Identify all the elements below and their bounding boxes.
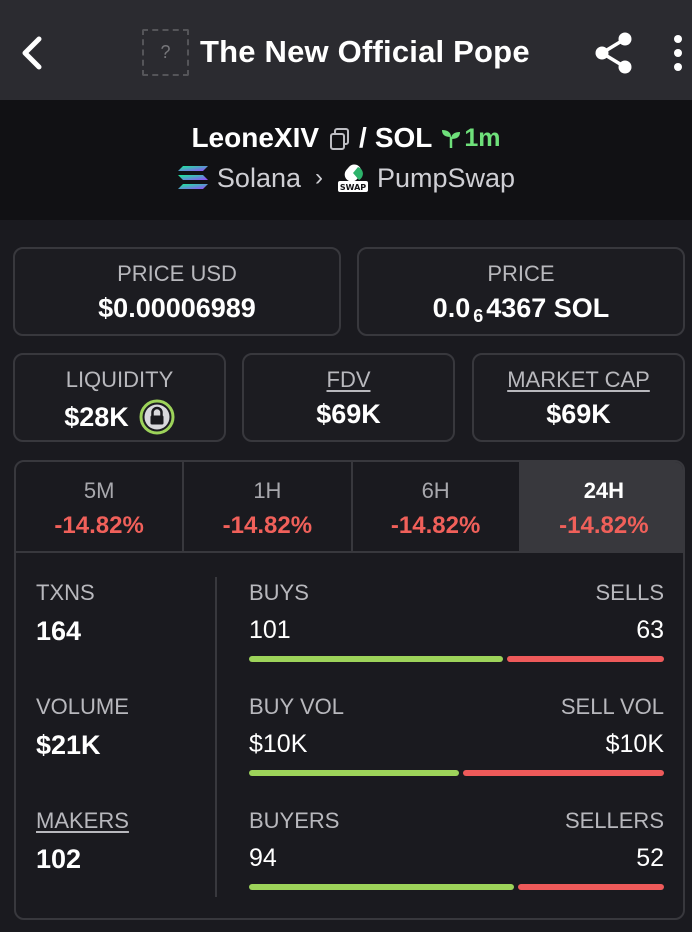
volume-label: VOLUME bbox=[36, 694, 129, 719]
ratio-bar bbox=[249, 770, 664, 776]
tab-label: 1H bbox=[253, 478, 282, 503]
top-bar: ? The New Official Pope bbox=[0, 0, 692, 100]
sell-bar bbox=[507, 656, 664, 662]
timeframe-tabs: 5M -14.82% 1H -14.82% 6H -14.82% 24H -14… bbox=[16, 462, 683, 553]
pair-base-symbol: LeoneXIV bbox=[191, 122, 320, 153]
sell-bar bbox=[518, 884, 664, 890]
pair-header: LeoneXIV / SOL 1m bbox=[0, 100, 692, 220]
liquidity-label: LIQUIDITY bbox=[65, 367, 174, 392]
buyers-sellers-ratio: BUYERS SELLERS 94 52 bbox=[249, 808, 664, 918]
lock-icon[interactable] bbox=[139, 399, 175, 435]
tab-label: 24H bbox=[583, 478, 625, 503]
sprout-icon bbox=[442, 130, 461, 148]
more-button[interactable] bbox=[666, 34, 690, 74]
pair-row: LeoneXIV / SOL 1m bbox=[0, 118, 692, 158]
buy-vol-label: BUY VOL bbox=[249, 694, 344, 719]
sell-vol-value: $10K bbox=[605, 730, 664, 758]
price-native-value: 0.0 6 4367 SOL bbox=[432, 293, 610, 326]
ratio-bar bbox=[249, 656, 664, 662]
sellers-value: 52 bbox=[636, 844, 664, 872]
buyers-value: 94 bbox=[249, 844, 277, 872]
chevron-right-icon: › bbox=[315, 164, 323, 191]
tab-label: 6H bbox=[421, 478, 450, 503]
sell-vol-label: SELL VOL bbox=[560, 694, 664, 719]
liquidity-card: LIQUIDITY $28K bbox=[13, 353, 226, 442]
tab-6h[interactable]: 6H -14.82% bbox=[353, 462, 521, 551]
sells-label: SELLS bbox=[595, 580, 665, 605]
buyers-label: BUYERS bbox=[249, 808, 340, 833]
price-usd-value: $0.00006989 bbox=[98, 293, 256, 323]
buys-label: BUYS bbox=[249, 580, 309, 605]
tab-label: 5M bbox=[83, 478, 115, 503]
buy-bar bbox=[249, 884, 514, 890]
tab-change: -14.82% bbox=[54, 512, 144, 539]
share-icon bbox=[595, 32, 632, 74]
back-button[interactable] bbox=[14, 30, 50, 76]
txns-stat: TXNS 164 bbox=[36, 580, 216, 694]
volume-value: $21K bbox=[36, 730, 101, 760]
share-button[interactable] bbox=[592, 30, 636, 76]
summary-stats: TXNS 164 VOLUME $21K MAKERS 102 bbox=[36, 580, 216, 918]
back-arrow-icon bbox=[22, 36, 42, 70]
dex-name[interactable]: PumpSwap bbox=[377, 162, 516, 193]
market-cap-value: $69K bbox=[546, 399, 611, 429]
makers-label[interactable]: MAKERS bbox=[36, 808, 129, 833]
divider bbox=[215, 577, 217, 897]
liquidity-value: $28K bbox=[64, 401, 129, 432]
svg-text:SWAP: SWAP bbox=[340, 183, 366, 192]
sell-bar bbox=[463, 770, 664, 776]
buys-value: 101 bbox=[249, 616, 291, 644]
page-title: The New Official Pope bbox=[200, 34, 530, 69]
buy-vol-value: $10K bbox=[249, 730, 308, 758]
fdv-label[interactable]: FDV bbox=[326, 367, 371, 392]
ratio-bar bbox=[249, 884, 664, 890]
pair-age-value: 1m bbox=[464, 123, 501, 152]
liquidity-row: $28K bbox=[15, 399, 224, 435]
txns-label: TXNS bbox=[36, 580, 95, 605]
token-thumbnail: ? bbox=[142, 29, 189, 76]
buys-sells-ratio: BUYS SELLS 101 63 bbox=[249, 580, 664, 694]
copy-icon[interactable] bbox=[329, 126, 351, 150]
buy-sell-volume-ratio: BUY VOL SELL VOL $10K $10K bbox=[249, 694, 664, 808]
chain-breadcrumb: Solana › SWAP PumpSwap bbox=[0, 158, 692, 198]
price-native-label: PRICE bbox=[487, 261, 555, 286]
fdv-card[interactable]: FDV $69K bbox=[242, 353, 455, 442]
price-usd-card: PRICE USD $0.00006989 bbox=[13, 247, 341, 336]
tab-change: -14.82% bbox=[222, 512, 313, 539]
fdv-value: $69K bbox=[316, 399, 381, 429]
tab-5m[interactable]: 5M -14.82% bbox=[16, 462, 185, 551]
pair-quote-symbol: SOL bbox=[374, 122, 433, 153]
pair-separator: / bbox=[359, 122, 367, 153]
more-vertical-icon bbox=[674, 35, 682, 71]
tab-1h[interactable]: 1H -14.82% bbox=[184, 462, 353, 551]
tab-change: -14.82% bbox=[559, 512, 649, 539]
price-usd-label: PRICE USD bbox=[117, 261, 237, 286]
txns-value: 164 bbox=[36, 616, 82, 646]
chain-name[interactable]: Solana bbox=[216, 162, 301, 193]
pair-age: 1m bbox=[440, 123, 501, 153]
buy-bar bbox=[249, 770, 459, 776]
tab-change: -14.82% bbox=[390, 512, 481, 539]
volume-stat: VOLUME $21K bbox=[36, 694, 216, 808]
sells-value: 63 bbox=[636, 616, 664, 644]
solana-icon bbox=[177, 166, 208, 189]
tab-24h[interactable]: 24H -14.82% bbox=[520, 462, 683, 551]
ratio-stats: BUYS SELLS 101 63 BUY VOL SELL VOL $10K … bbox=[249, 580, 664, 918]
pumpswap-icon: SWAP bbox=[338, 164, 368, 192]
sellers-label: SELLERS bbox=[564, 808, 664, 833]
market-cap-label[interactable]: MARKET CAP bbox=[507, 367, 650, 392]
buy-bar bbox=[249, 656, 503, 662]
price-native-card: PRICE 0.0 6 4367 SOL bbox=[357, 247, 685, 336]
market-cap-card[interactable]: MARKET CAP $69K bbox=[472, 353, 685, 442]
makers-stat: MAKERS 102 bbox=[36, 808, 216, 918]
timeframe-stats-panel: 5M -14.82% 1H -14.82% 6H -14.82% 24H -14… bbox=[14, 460, 685, 920]
makers-value: 102 bbox=[36, 844, 82, 874]
